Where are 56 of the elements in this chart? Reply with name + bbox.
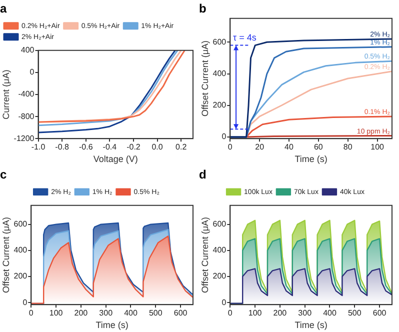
y-axis-title: Offset Current (μA) [200,216,210,294]
x-tick-label: 500 [148,308,163,318]
x-tick-label: -0.8 [55,142,70,152]
x-tick-label: 0 [228,308,233,318]
x-tick-label: 100 [370,142,385,152]
x-tick-label: 0 [228,142,233,152]
y-tick-label: 400 [212,246,227,255]
y-tick-label: 0 [30,68,35,77]
x-tick-label: -0.2 [126,142,141,152]
y-axis-title: Current (μA) [0,70,11,120]
y-tick-label: 200 [14,272,28,281]
y-tick-label: 0 [22,298,28,307]
x-tick-label: 400 [323,308,337,318]
x-tick-label: 200 [273,308,288,318]
chart-title: d [199,168,206,182]
x-tick-label: 200 [74,308,88,318]
x-tick-label: 20 [255,142,265,152]
x-tick-label: 300 [298,308,312,318]
y-tick-label: 400 [14,246,28,255]
x-axis-title: Time (s) [294,320,328,330]
y-tick-label: -800 [18,112,35,121]
x-tick-label: 100 [248,308,262,318]
annotation: τ = 4s [233,32,257,42]
x-tick-label: 500 [348,308,362,318]
y-axis-title: Offset Current (μA) [0,216,11,294]
x-tick-label: 40 [284,142,294,152]
y-tick-label: 200 [212,100,227,110]
y-tick-label: 0 [222,132,227,142]
y-tick-label: 400 [212,68,227,78]
chart-title: c [0,168,7,182]
x-tick-label: 600 [372,308,387,318]
x-tick-label: 0.0 [152,142,164,152]
chart-title: a [0,2,7,16]
x-tick-label: -0.6 [78,142,94,152]
x-tick-label: 60 [314,142,324,152]
x-tick-label: 0.2 [176,142,188,152]
x-tick-label: 80 [343,142,353,152]
x-axis-title: Time (s) [294,154,328,164]
x-axis-title: Time (s) [96,320,128,330]
x-tick-label: 600 [174,308,188,318]
x-tick-label: 300 [99,308,114,318]
y-tick-label: 600 [212,37,227,46]
y-tick-label: 200 [212,272,227,281]
x-axis-title: Voltage (V) [93,154,138,164]
y-tick-label: -1200 [14,134,35,143]
x-tick-label: 100 [49,308,64,318]
y-tick-label: -400 [18,90,35,99]
y-tick-label: 600 [14,220,28,229]
x-tick-label: 400 [124,308,138,318]
x-tick-label: -0.4 [102,142,118,152]
chart-title: b [199,2,206,16]
y-tick-label: 400 [20,46,35,55]
y-tick-label: 0 [222,298,227,307]
y-axis-title: Offset Current (μA) [200,40,210,117]
y-tick-label: 600 [212,220,227,229]
x-tick-label: -1.0 [31,142,46,152]
